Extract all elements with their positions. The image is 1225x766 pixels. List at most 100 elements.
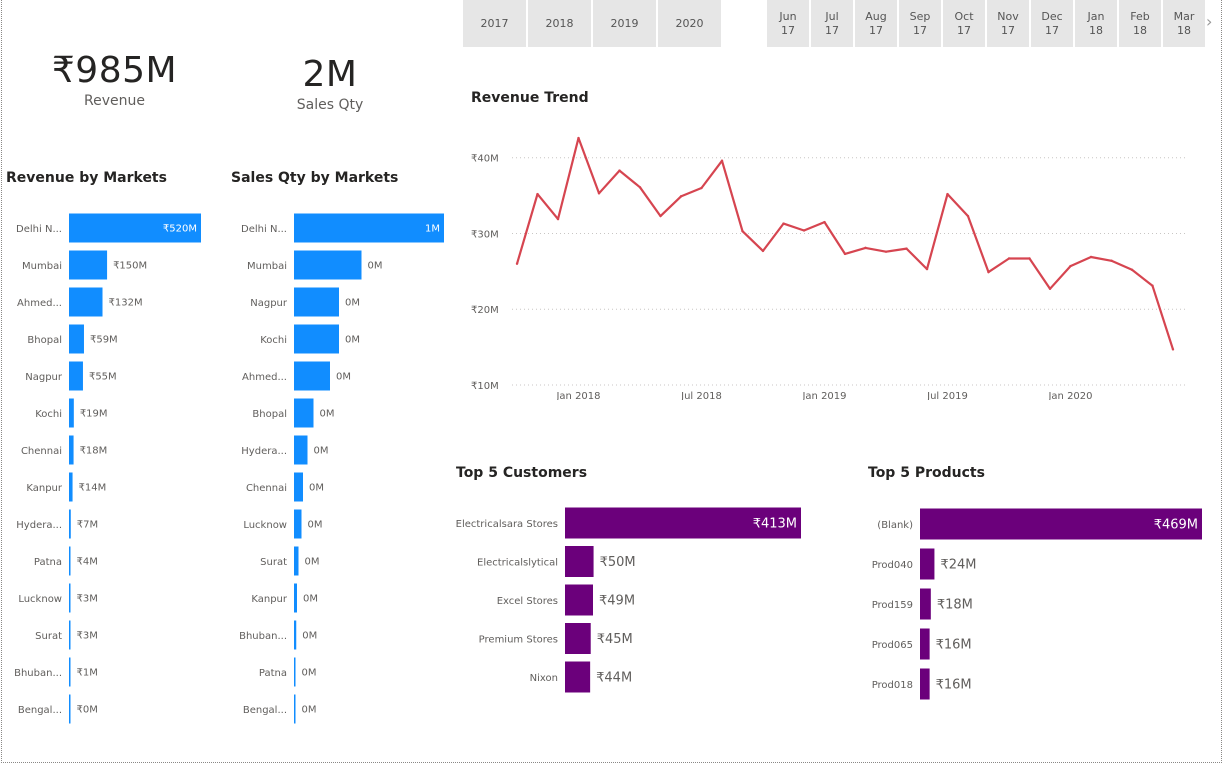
data-point (700, 186, 703, 190)
category-label: Excel Stores (497, 596, 558, 607)
data-label: 0M (345, 297, 360, 308)
bar (69, 398, 74, 428)
top-products-chart[interactable]: (Blank) ₹469M Prod040 ₹24M Prod159 ₹18M Prod06… (860, 495, 1215, 705)
data-point (884, 250, 888, 253)
category-label: Patna (34, 557, 62, 568)
category-label: Kochi (35, 409, 62, 420)
category-label: Delhi N... (16, 224, 62, 235)
bar (294, 361, 330, 391)
chevron-right-icon[interactable]: › (1206, 12, 1213, 31)
month-tile[interactable]: Jun 17 (767, 0, 809, 47)
category-label: Mumbai (247, 261, 287, 272)
month-tile[interactable]: Oct 17 (943, 0, 985, 47)
bar (920, 628, 930, 660)
data-label: 0M (305, 556, 320, 567)
year-tile[interactable]: 2017 (463, 0, 526, 47)
month-tile[interactable]: Mar 18 (1163, 0, 1205, 47)
category-label: Bhuban... (239, 631, 287, 642)
data-point (741, 230, 744, 233)
category-label: Chennai (21, 446, 62, 457)
data-point (536, 192, 539, 196)
data-label: ₹16M (936, 637, 972, 652)
data-label: ₹18M (937, 597, 973, 612)
data-label: 1M (425, 223, 440, 234)
data-label: ₹18M (80, 445, 108, 456)
bar (565, 546, 594, 577)
bar (920, 548, 935, 580)
data-point (782, 222, 785, 225)
sales-qty-by-markets-chart[interactable]: Delhi N... 1M Mumbai 0M Nagpur 0M Kochi 0M Ahmed… (225, 200, 450, 730)
category-label: Kanpur (26, 483, 63, 494)
data-label: ₹59M (90, 334, 118, 345)
data-label: ₹469M (1154, 517, 1198, 532)
category-label: Chennai (246, 483, 287, 494)
data-label: 0M (302, 630, 317, 641)
data-label: 0M (320, 408, 335, 419)
month-tile[interactable]: Jul 17 (811, 0, 853, 47)
bar (565, 507, 801, 539)
data-point (761, 249, 765, 253)
data-point (1089, 255, 1093, 259)
category-label: Mumbai (22, 261, 62, 272)
category-label: Lucknow (243, 520, 287, 531)
revenue-trend-title: Revenue Trend (471, 90, 589, 106)
data-label: 0M (336, 371, 351, 382)
data-label: ₹14M (79, 482, 107, 493)
year-slicer[interactable]: 2017 2018 2019 2020 (463, 0, 721, 47)
data-label: 0M (308, 519, 323, 530)
category-label: Nixon (530, 673, 558, 684)
bar (69, 546, 71, 576)
category-label: Kanpur (251, 594, 288, 605)
bar (565, 623, 591, 654)
month-tile[interactable]: Dec 17 (1031, 0, 1073, 47)
x-tick-label: Jan 2019 (801, 391, 846, 400)
top-products-title: Top 5 Products (868, 465, 985, 481)
month-tile[interactable]: Nov 17 (987, 0, 1029, 47)
category-label: Kochi (260, 335, 287, 346)
revenue-trend-chart[interactable]: ₹10M ₹20M ₹30M ₹40M Jan 2018 Jul 2018 Jan 2019… (455, 120, 1195, 400)
bar (69, 324, 84, 354)
category-label: Electricalslytical (477, 558, 558, 569)
revenue-card: ₹985M Revenue (42, 50, 187, 109)
revenue-by-markets-chart[interactable]: Delhi N... ₹520M Mumbai ₹150M Ahmed... ₹132M B… (0, 200, 225, 730)
x-tick-label: Jan 2018 (555, 391, 600, 400)
category-label: Electricalsara Stores (456, 519, 558, 530)
data-label: 0M (314, 445, 329, 456)
month-slicer[interactable]: Jun 17 Jul 17 Aug 17 Sep 17 Oct 17 Nov 17 Dec … (767, 0, 1205, 47)
bar (294, 472, 303, 502)
data-label: ₹150M (113, 260, 147, 271)
data-label: ₹50M (600, 555, 636, 570)
month-tile[interactable]: Jan 18 (1075, 0, 1117, 47)
month-tile[interactable]: Aug 17 (855, 0, 897, 47)
top-customers-chart[interactable]: Electricalsara Stores ₹413M Electricalslyt… (455, 495, 815, 705)
year-tile[interactable]: 2018 (528, 0, 591, 47)
bar (565, 661, 591, 693)
data-point (1171, 348, 1175, 351)
data-point (864, 246, 867, 250)
data-point (1048, 287, 1052, 290)
data-point (618, 169, 621, 172)
data-label: ₹3M (77, 593, 98, 604)
category-label: Surat (260, 557, 287, 568)
bar (565, 584, 593, 616)
data-label: ₹132M (109, 297, 143, 308)
month-tile[interactable]: Sep 17 (899, 0, 941, 47)
revenue-value: ₹985M (51, 50, 178, 91)
category-label: Ahmed... (17, 298, 62, 309)
bar (69, 287, 103, 317)
y-tick-label: ₹10M (471, 381, 499, 392)
data-label: 0M (309, 482, 324, 493)
category-label: Bhopal (252, 409, 287, 420)
category-label: Bhuban... (14, 668, 62, 679)
data-label: ₹3M (77, 630, 98, 641)
data-label: ₹520M (163, 223, 197, 234)
year-tile[interactable]: 2019 (593, 0, 656, 47)
data-label: ₹55M (89, 371, 117, 382)
year-tile[interactable]: 2020 (658, 0, 721, 47)
data-point (843, 252, 847, 256)
month-tile[interactable]: Feb 18 (1119, 0, 1161, 47)
data-label: 0M (303, 593, 318, 604)
bar (294, 657, 296, 687)
category-label: Prod018 (872, 680, 913, 691)
data-label: ₹7M (77, 519, 98, 530)
